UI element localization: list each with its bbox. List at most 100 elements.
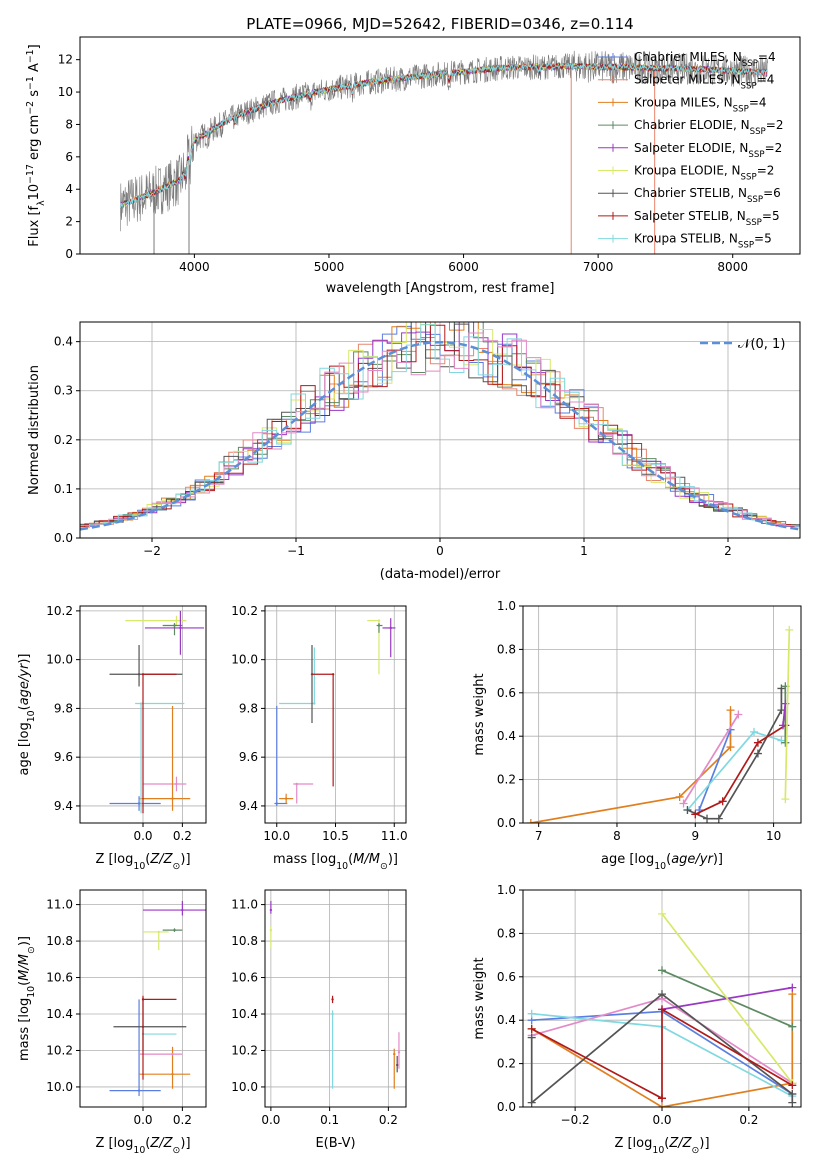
weight-line-8: [531, 1007, 793, 1100]
y-tick-label: 10.6: [231, 971, 258, 985]
weight-marker: [785, 625, 794, 634]
weight-marker: [527, 1033, 536, 1042]
data-point: [397, 1051, 401, 1054]
x-tick-label: 9: [691, 829, 699, 843]
x-tick-label: 7: [535, 829, 543, 843]
weight-marker: [726, 743, 735, 752]
legend-label: Salpeter MILES, NSSP=4: [634, 73, 774, 92]
y-tick-label: 0.2: [54, 433, 73, 447]
y-tick-label: 10.0: [46, 1080, 73, 1094]
weight-marker: [527, 1098, 536, 1107]
data-point: [269, 928, 273, 932]
weight-marker: [658, 1103, 666, 1107]
data-point: [171, 797, 174, 800]
mass_vs_Z-ylabel: mass [log10(M/M⊙)]: [17, 936, 37, 1061]
weight_vs_Z-ylabel: mass weight: [472, 957, 487, 1039]
y-tick-label: 9.4: [239, 799, 258, 813]
y-tick-label: 0.2: [497, 1057, 516, 1071]
data-point: [173, 624, 176, 627]
normal-curve: [80, 340, 800, 531]
y-tick-label: 9.6: [239, 750, 258, 764]
weight-line-3: [686, 730, 782, 811]
data-point: [181, 908, 184, 912]
weight-marker: [778, 721, 787, 730]
data-point: [295, 782, 298, 786]
weight-marker: [714, 814, 723, 823]
weight-marker: [679, 799, 688, 808]
x-tick-label: 4000: [179, 260, 210, 274]
weight-marker: [658, 990, 666, 999]
data-point: [137, 802, 141, 805]
x-tick-label: 11.0: [381, 829, 408, 843]
x-tick-label: 1: [580, 544, 588, 558]
x-tick-label: 6000: [448, 260, 479, 274]
y-tick-label: 10.0: [231, 653, 258, 667]
weight-marker: [703, 814, 712, 823]
x-tick-label: 0.0: [652, 1113, 671, 1127]
x-tick-label: 0: [436, 544, 444, 558]
gridlines: [265, 890, 406, 1107]
y-tick-label: 9.8: [54, 701, 73, 715]
data-point: [175, 619, 178, 622]
weight-line-5: [694, 724, 786, 816]
data-point: [269, 908, 273, 912]
y-tick-label: 0.2: [497, 773, 516, 787]
y-tick-label: 10.2: [46, 1043, 73, 1057]
weight-marker: [781, 738, 790, 747]
y-tick-label: 0.8: [497, 926, 516, 940]
x-tick-label: 2: [724, 544, 732, 558]
axes-frame: [264, 889, 407, 1108]
weight-marker: [658, 1094, 666, 1103]
y-tick-label: 0.4: [54, 335, 73, 349]
x-tick-label: 10.5: [322, 829, 349, 843]
weight-marker: [788, 1081, 797, 1090]
y-tick-label: 10.2: [231, 604, 258, 618]
x-tick-label: 8000: [717, 260, 748, 274]
y-tick-label: 10.0: [231, 1080, 258, 1094]
histogram-step-8: [80, 324, 800, 528]
residuals-ylabel: Normed distribution: [27, 365, 42, 495]
data-point: [275, 802, 278, 805]
x-tick-label: 7000: [583, 260, 614, 274]
weight-marker: [734, 710, 743, 719]
data-point: [141, 673, 145, 676]
plot-area: [109, 900, 206, 1097]
data-point: [393, 1052, 396, 1056]
y-tick-label: 9.4: [54, 799, 73, 813]
data-point: [171, 1052, 174, 1056]
y-tick-label: 1.0: [497, 883, 516, 897]
weight-marker: [753, 749, 762, 758]
age_vs_Z-xlabel: Z [log10(Z/Z⊙)]: [95, 852, 190, 872]
y-tick-label: 12: [58, 53, 73, 67]
weight-marker: [718, 797, 727, 806]
x-tick-label: 5000: [314, 260, 345, 274]
weight-line-1: [698, 729, 732, 811]
weight-line-8: [784, 629, 791, 800]
axes-age_vs_Z: 0.0 0.2 9.4 9.6 9.8 10.0 10.2 Z [log10(Z/Z⊙)] ag…: [17, 604, 207, 872]
weight-marker: [750, 727, 759, 736]
data-point: [331, 1012, 334, 1016]
histogram-step-9: [80, 332, 800, 530]
plot-area: [269, 900, 401, 1089]
spectrum-legend: Chabrier MILES, NSSP=4 Salpeter MILES, NS…: [598, 50, 783, 251]
plot-area: [527, 909, 797, 1107]
legend-label: Salpeter STELIB, NSSP=5: [634, 209, 780, 228]
y-tick-label: 0.8: [497, 642, 516, 656]
weight-marker: [675, 792, 684, 801]
axes-spectrum: 4000 5000 6000 7000 8000 0 2 4 6 8 10 12 wavelength …: [25, 36, 801, 296]
data-point: [395, 1063, 399, 1067]
weight-marker: [788, 1098, 797, 1107]
age_vs_Z-ylabel: age [log10(age/yr)]: [17, 653, 37, 775]
data-point: [179, 626, 182, 630]
data-point: [331, 998, 334, 1001]
legend-label: Kroupa STELIB, NSSP=5: [634, 232, 772, 251]
y-tick-label: 6: [65, 150, 73, 164]
y-tick-label: 11.0: [46, 898, 73, 912]
weight-marker: [788, 1089, 797, 1098]
y-tick-label: 0.3: [54, 384, 73, 398]
gridlines: [265, 606, 406, 823]
legend-label: Chabrier STELIB, NSSP=6: [634, 186, 781, 205]
data-point: [175, 782, 178, 786]
y-tick-label: 9.6: [54, 750, 73, 764]
age_vs_mass-xlabel: mass [log10(M/M⊙)]: [273, 852, 398, 872]
